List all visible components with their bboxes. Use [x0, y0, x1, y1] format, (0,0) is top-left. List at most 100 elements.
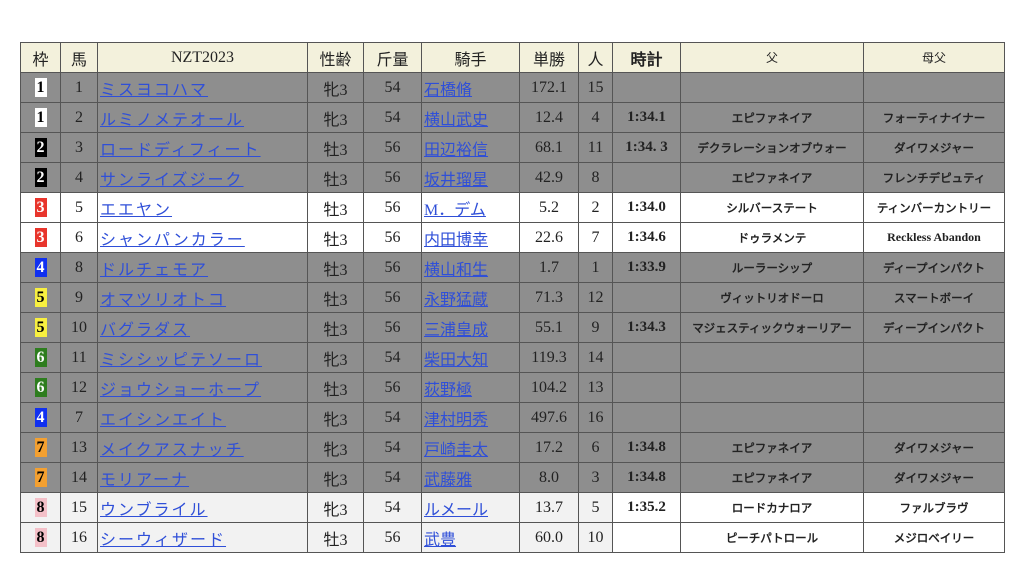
jockey-link[interactable]: 武豊: [424, 531, 457, 549]
horse-name-link[interactable]: バグラダス: [100, 321, 191, 339]
horse-name-link[interactable]: モリアーナ: [100, 471, 190, 489]
horse-number: 5: [60, 192, 98, 223]
jockey-link[interactable]: 坂井瑠星: [424, 171, 489, 189]
header-jockey: 騎手: [421, 42, 520, 73]
dam-sire: スマートボーイ: [863, 282, 1005, 313]
popularity: 13: [578, 372, 613, 403]
jockey-link[interactable]: 荻野極: [424, 381, 473, 399]
jockey-cell: 横山武史: [421, 102, 520, 133]
horse-name-link[interactable]: ミスヨコハマ: [100, 81, 209, 99]
weight: 54: [363, 342, 422, 373]
horse-name-link[interactable]: ミシシッピテソーロ: [100, 351, 263, 369]
waku-badge: 8: [34, 528, 47, 547]
jockey-link[interactable]: 横山和生: [424, 261, 489, 279]
waku-badge: 1: [34, 108, 47, 127]
horse-name-link[interactable]: シャンパンカラー: [100, 231, 245, 249]
popularity: 8: [578, 162, 613, 193]
table-row: 3 6 シャンパンカラー 牡3 56 内田博幸 22.6 7 1:34.6 ドゥラメンテ Reckl…: [20, 222, 1005, 253]
jockey-cell: 柴田大知: [421, 342, 520, 373]
sire: エピファネイア: [680, 462, 864, 493]
jockey-link[interactable]: 内田博幸: [424, 231, 489, 249]
jockey-link[interactable]: 横山武史: [424, 111, 489, 129]
popularity: 11: [578, 132, 613, 163]
popularity: 3: [578, 462, 613, 493]
horse-name-link[interactable]: ルミノメテオール: [100, 111, 245, 129]
sex-age: 牝3: [307, 402, 364, 433]
horse-name-link[interactable]: シーウィザード: [100, 531, 227, 549]
horse-name-link[interactable]: ジョウショーホープ: [100, 381, 262, 399]
horse-name-link[interactable]: ロードディフィート: [100, 141, 261, 159]
waku-badge: 7: [34, 438, 47, 457]
header-horse-number: 馬: [60, 42, 98, 73]
sire: ピーチパトロール: [680, 522, 864, 553]
table-row: 8 15 ウンブライル 牝3 54 ルメール 13.7 5 1:35.2 ロードカナロア ファルブラ…: [20, 492, 1005, 523]
horse-name-cell: ミシシッピテソーロ: [97, 342, 308, 373]
horse-name-link[interactable]: エエヤン: [100, 201, 173, 219]
dam-sire: [863, 342, 1005, 373]
header-odds: 単勝: [519, 42, 579, 73]
finish-time: [612, 522, 681, 553]
jockey-link[interactable]: 柴田大知: [424, 351, 489, 369]
sire: シルバーステート: [680, 192, 864, 223]
waku-badge: 1: [34, 78, 47, 97]
sex-age: 牡3: [307, 162, 364, 193]
jockey-cell: 内田博幸: [421, 222, 520, 253]
horse-number: 9: [60, 282, 98, 313]
odds: 68.1: [519, 132, 579, 163]
horse-name-cell: ミスヨコハマ: [97, 72, 308, 103]
horse-name-cell: ウンブライル: [97, 492, 308, 523]
jockey-link[interactable]: ルメール: [424, 501, 489, 519]
odds: 42.9: [519, 162, 579, 193]
waku-badge: 6: [34, 348, 47, 367]
horse-name-cell: シャンパンカラー: [97, 222, 308, 253]
jockey-link[interactable]: 永野猛蔵: [424, 291, 489, 309]
weight: 54: [363, 462, 422, 493]
dam-sire: メジロベイリー: [863, 522, 1005, 553]
odds: 55.1: [519, 312, 579, 343]
horse-name-link[interactable]: メイクアスナッチ: [100, 441, 244, 459]
horse-name-cell: エイシンエイト: [97, 402, 308, 433]
sire: [680, 342, 864, 373]
odds: 119.3: [519, 342, 579, 373]
jockey-cell: 津村明秀: [421, 402, 520, 433]
sex-age: 牡3: [307, 522, 364, 553]
dam-sire: Reckless Abandon: [863, 222, 1005, 253]
horse-name-link[interactable]: オマツリオトコ: [100, 291, 227, 309]
table-row: 1 2 ルミノメテオール 牝3 54 横山武史 12.4 4 1:34.1 エピファネイア フォーテ…: [20, 102, 1005, 133]
horse-number: 10: [60, 312, 98, 343]
jockey-link[interactable]: 石橋脩: [424, 81, 473, 99]
waku-cell: 6: [20, 342, 61, 373]
sex-age: 牝3: [307, 102, 364, 133]
horse-name-link[interactable]: エイシンエイト: [100, 411, 227, 429]
waku-cell: 7: [20, 462, 61, 493]
sex-age: 牡3: [307, 222, 364, 253]
horse-number: 2: [60, 102, 98, 133]
jockey-link[interactable]: 津村明秀: [424, 411, 489, 429]
odds: 71.3: [519, 282, 579, 313]
horse-name-cell: ジョウショーホープ: [97, 372, 308, 403]
popularity: 10: [578, 522, 613, 553]
finish-time: 1:34.8: [612, 432, 681, 463]
table-row: 6 11 ミシシッピテソーロ 牝3 54 柴田大知 119.3 14: [20, 342, 1005, 373]
weight: 54: [363, 432, 422, 463]
popularity: 2: [578, 192, 613, 223]
waku-cell: 2: [20, 132, 61, 163]
jockey-cell: 永野猛蔵: [421, 282, 520, 313]
jockey-link[interactable]: 武藤雅: [424, 471, 473, 489]
horse-name-link[interactable]: ドルチェモア: [100, 261, 209, 279]
sire: [680, 72, 864, 103]
horse-name-cell: サンライズジーク: [97, 162, 308, 193]
finish-time: 1:34.8: [612, 462, 681, 493]
jockey-link[interactable]: M．デム: [424, 201, 486, 219]
odds: 104.2: [519, 372, 579, 403]
finish-time: [612, 342, 681, 373]
horse-number: 3: [60, 132, 98, 163]
horse-name-link[interactable]: ウンブライル: [100, 501, 208, 519]
sire: ヴィットリオドーロ: [680, 282, 864, 313]
jockey-link[interactable]: 三浦皇成: [424, 321, 489, 339]
popularity: 4: [578, 102, 613, 133]
jockey-link[interactable]: 田辺裕信: [424, 141, 489, 159]
horse-name-link[interactable]: サンライズジーク: [100, 171, 244, 189]
jockey-link[interactable]: 戸崎圭太: [424, 441, 489, 459]
waku-cell: 1: [20, 102, 61, 133]
